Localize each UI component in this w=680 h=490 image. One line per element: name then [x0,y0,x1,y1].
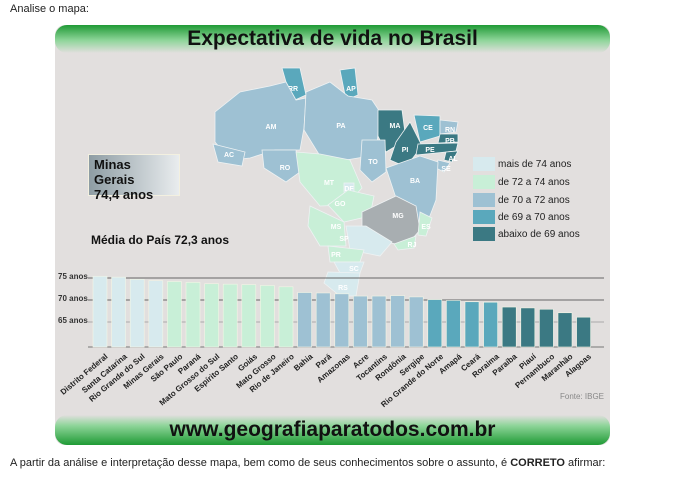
state-pb [437,133,459,144]
state-label: PB [445,138,455,145]
state-label: DF [344,186,354,193]
state-label: ES [421,224,431,231]
highlight-value: 74,4 anos [94,187,154,202]
legend-swatch [473,210,495,224]
state-label: BA [410,178,420,185]
state-to [359,139,387,183]
state-label: PE [425,147,435,154]
highlight-box: Minas Gerais 74,4 anos [88,154,180,202]
intro-text: Analise o mapa: [10,3,89,15]
state-label: RO [280,165,291,172]
state-label: RR [288,86,298,93]
state-label: PR [331,252,341,259]
state-ap [339,67,359,101]
question-text: A partir da análise e interpretação dess… [10,456,670,471]
legend-item: de 70 a 72 anos [473,193,570,207]
state-rn [439,119,459,135]
national-average: Média do País 72,3 anos [91,233,230,247]
state-label: CE [423,125,433,132]
question-body: A partir da análise e interpretação dess… [10,457,511,469]
state-label: RN [445,127,455,134]
state-label: SE [441,166,451,173]
infographic-footer: www.geografiaparatodos.com.br [55,415,610,445]
question-end: afirmar: [565,457,606,469]
state-pi [389,121,423,168]
legend-item: mais de 74 anos [473,157,571,171]
state-label: RS [338,285,348,292]
highlight-state: Minas Gerais [94,157,135,187]
state-label: SP [339,236,349,243]
legend-label: de 72 a 74 anos [498,176,570,188]
state-label: AP [346,86,356,93]
infographic-title: Expectativa de vida no Brasil [55,25,610,53]
y-tick-label: 65 anos [58,316,88,325]
legend-label: de 70 a 72 anos [498,194,570,206]
legend-swatch [473,157,495,171]
state-label: AL [448,156,458,163]
state-rs [323,271,361,297]
state-ac [212,143,246,167]
source-note: Fonte: IBGE [560,392,605,401]
state-label: PA [336,123,345,130]
state-label: SC [349,266,359,273]
state-ms [307,205,347,247]
state-al [443,150,459,163]
legend-label: de 69 a 70 anos [498,211,570,223]
legend-item: de 72 a 74 anos [473,175,570,189]
state-label: GO [335,201,346,208]
state-label: MT [324,180,335,187]
y-tick-label: 70 anos [58,294,88,303]
state-label: MA [390,123,401,130]
state-label: PI [402,147,409,154]
state-label: RJ [408,242,417,249]
state-rj [393,235,417,251]
state-label: MS [331,224,342,231]
question-emphasis: CORRETO [510,457,565,469]
state-ro [261,149,301,183]
state-sp [345,225,393,257]
state-label: AC [224,152,234,159]
state-label: TO [368,159,378,166]
legend-label: mais de 74 anos [498,158,572,170]
state-rr [281,67,307,101]
state-label: MG [392,213,404,220]
legend-swatch [473,175,495,189]
y-tick-label: 75 anos [58,272,88,281]
legend-label: abaixo de 69 anos [498,228,580,240]
legend-swatch [473,227,495,241]
legend-item: abaixo de 69 anos [473,227,580,241]
state-label: AM [266,124,277,131]
state-es [417,211,433,237]
legend-swatch [473,193,495,207]
legend-item: de 69 a 70 anos [473,210,570,224]
